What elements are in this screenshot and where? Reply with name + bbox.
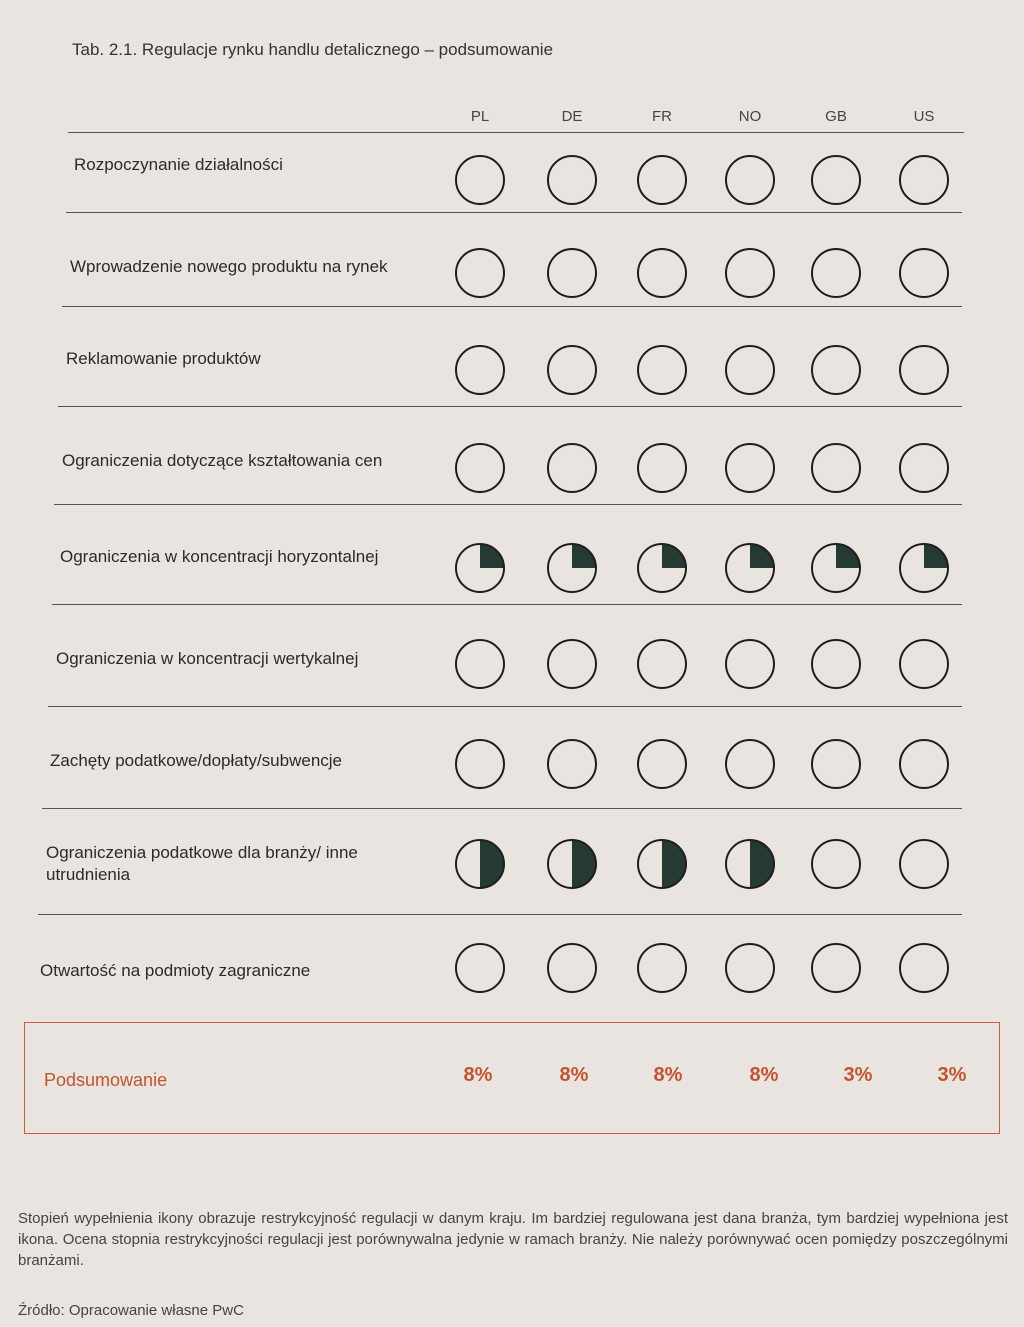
row-label: Otwartość na podmioty zagraniczne — [40, 961, 311, 980]
summary-value-fr: 8% — [653, 1064, 683, 1086]
restrictiveness-icon-fr — [636, 942, 688, 994]
row-label: Ograniczenia w koncentracji wertykalnej — [56, 649, 359, 668]
row-divider — [62, 306, 962, 307]
restrictiveness-icon-us — [898, 942, 950, 994]
restrictiveness-icon-no — [724, 542, 776, 594]
restrictiveness-icon-us — [898, 247, 950, 299]
restrictiveness-icon-de — [546, 738, 598, 790]
restrictiveness-icon-us — [898, 154, 950, 206]
restrictiveness-icon-de — [546, 154, 598, 206]
restrictiveness-icon-fr — [636, 638, 688, 690]
table-title: Tab. 2.1. Regulacje rynku handlu detalic… — [72, 40, 554, 59]
restrictiveness-icon-us — [898, 344, 950, 396]
restrictiveness-icon-us — [898, 638, 950, 690]
restrictiveness-icon-gb — [810, 442, 862, 494]
restrictiveness-icon-gb — [810, 247, 862, 299]
summary-value-no: 8% — [749, 1064, 779, 1086]
restrictiveness-icon-gb — [810, 344, 862, 396]
restrictiveness-icon-de — [546, 542, 598, 594]
restrictiveness-icon-de — [546, 942, 598, 994]
restrictiveness-icon-pl — [454, 344, 506, 396]
summary-value-pl: 8% — [463, 1064, 493, 1086]
column-header-no: NO — [738, 108, 762, 125]
restrictiveness-icon-gb — [810, 738, 862, 790]
row-label: Wprowadzenie nowego produktu na rynek — [70, 257, 388, 276]
restrictiveness-icon-gb — [810, 838, 862, 890]
restrictiveness-icon-pl — [454, 542, 506, 594]
restrictiveness-icon-us — [898, 542, 950, 594]
row-divider — [54, 504, 962, 505]
restrictiveness-icon-fr — [636, 154, 688, 206]
restrictiveness-icon-gb — [810, 154, 862, 206]
restrictiveness-icon-gb — [810, 942, 862, 994]
restrictiveness-icon-gb — [810, 638, 862, 690]
footnote: Stopień wypełnienia ikony obrazuje restr… — [18, 1210, 1008, 1269]
row-divider — [42, 808, 962, 809]
column-header-pl: PL — [470, 108, 490, 125]
summary-label: Podsumowanie — [44, 1070, 168, 1090]
restrictiveness-icon-pl — [454, 738, 506, 790]
restrictiveness-icon-de — [546, 442, 598, 494]
restrictiveness-icon-de — [546, 638, 598, 690]
restrictiveness-icon-pl — [454, 638, 506, 690]
column-header-gb: GB — [825, 108, 847, 125]
row-label: Ograniczenia podatkowe dla branży/ inne … — [46, 843, 358, 884]
restrictiveness-icon-fr — [636, 838, 688, 890]
restrictiveness-icon-pl — [454, 838, 506, 890]
restrictiveness-icon-us — [898, 442, 950, 494]
restrictiveness-icon-de — [546, 838, 598, 890]
summary-value-us: 3% — [937, 1064, 967, 1086]
row-label: Ograniczenia w koncentracji horyzontalne… — [60, 547, 379, 566]
restrictiveness-icon-no — [724, 638, 776, 690]
summary-value-gb: 3% — [843, 1064, 873, 1086]
row-divider — [52, 604, 962, 605]
header-divider — [68, 132, 964, 133]
row-divider — [38, 914, 962, 915]
row-label: Reklamowanie produktów — [66, 349, 261, 368]
restrictiveness-icon-gb — [810, 542, 862, 594]
restrictiveness-icon-no — [724, 942, 776, 994]
row-divider — [58, 406, 962, 407]
restrictiveness-icon-fr — [636, 442, 688, 494]
column-header-us: US — [913, 108, 935, 125]
restrictiveness-icon-pl — [454, 247, 506, 299]
restrictiveness-icon-fr — [636, 344, 688, 396]
restrictiveness-icon-fr — [636, 738, 688, 790]
restrictiveness-icon-no — [724, 738, 776, 790]
restrictiveness-icon-us — [898, 838, 950, 890]
restrictiveness-icon-de — [546, 344, 598, 396]
restrictiveness-icon-de — [546, 247, 598, 299]
column-header-fr: FR — [652, 108, 672, 125]
row-label: Ograniczenia dotyczące kształtowania cen — [62, 451, 383, 470]
restrictiveness-icon-no — [724, 154, 776, 206]
restrictiveness-icon-us — [898, 738, 950, 790]
restrictiveness-icon-no — [724, 344, 776, 396]
summary-value-de: 8% — [559, 1064, 589, 1086]
restrictiveness-icon-no — [724, 247, 776, 299]
restrictiveness-icon-pl — [454, 942, 506, 994]
summary-box — [24, 1022, 1000, 1134]
restrictiveness-icon-no — [724, 442, 776, 494]
restrictiveness-icon-fr — [636, 542, 688, 594]
row-divider — [48, 706, 962, 707]
row-label: Zachęty podatkowe/dopłaty/subwencje — [50, 751, 343, 770]
restrictiveness-icon-fr — [636, 247, 688, 299]
restrictiveness-icon-pl — [454, 154, 506, 206]
restrictiveness-icon-pl — [454, 442, 506, 494]
column-header-de: DE — [561, 108, 583, 125]
row-divider — [66, 212, 962, 213]
row-label: Rozpoczynanie działalności — [74, 155, 283, 174]
source-note: Źródło: Opracowanie własne PwC — [18, 1302, 244, 1319]
restrictiveness-icon-no — [724, 838, 776, 890]
